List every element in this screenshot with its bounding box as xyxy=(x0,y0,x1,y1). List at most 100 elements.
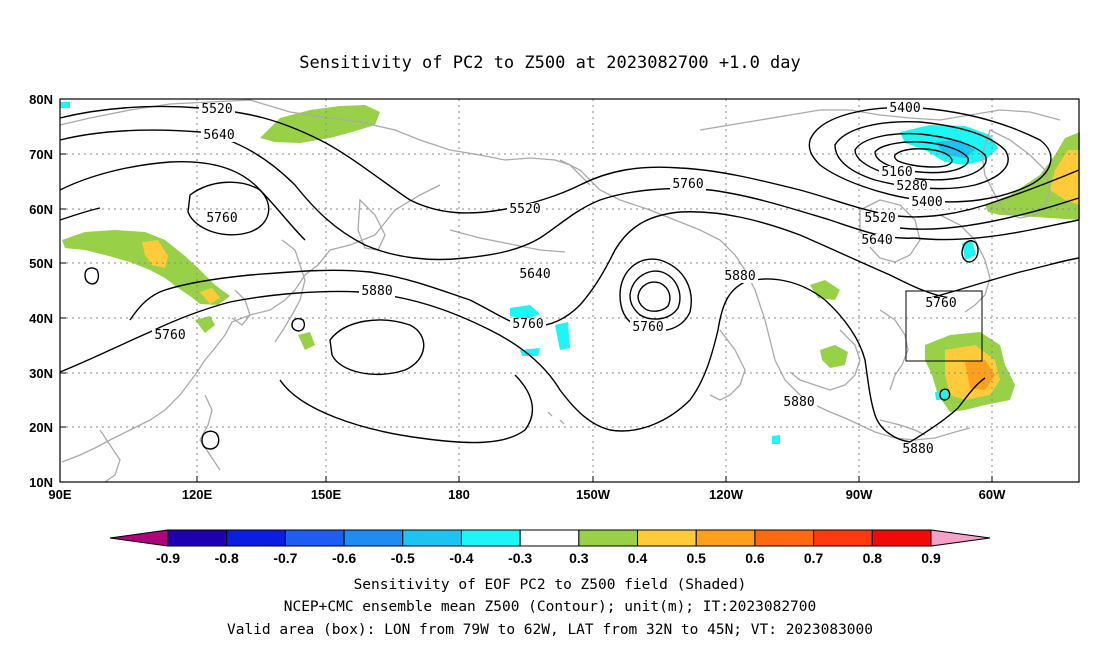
colorbar-label: -0.9 xyxy=(156,550,180,566)
coast-asia-east xyxy=(61,184,441,463)
coast-greenland xyxy=(981,129,1051,219)
coast-taiwan-phil xyxy=(199,394,221,471)
coast-labrador xyxy=(939,214,991,313)
colorbar-label: 0.9 xyxy=(921,550,941,566)
contour-label: 5760 xyxy=(925,296,956,311)
colorbar-swatch xyxy=(284,529,345,547)
contour-labrador-2 xyxy=(834,120,1009,190)
colorbar-label: 0.7 xyxy=(804,550,824,566)
colorbar-swatch xyxy=(167,529,228,547)
colorbar-swatch xyxy=(813,529,873,547)
contour-east-5 xyxy=(909,377,986,443)
contour-small-circle-3 xyxy=(201,430,220,450)
lon-label: 90W xyxy=(846,487,873,502)
colorbar-swatch xyxy=(871,529,932,547)
contour-5760-west xyxy=(59,207,951,327)
valid-area-box xyxy=(905,290,983,362)
colorbar-swatch xyxy=(460,529,521,547)
contour-small-circle-4 xyxy=(961,240,979,263)
colorbar-label: 0.6 xyxy=(745,550,765,566)
shade-positive-japan xyxy=(298,332,315,350)
longitude-labels: 90E 120E 150E 180 150W 120W 90W 60W xyxy=(48,487,1006,502)
lat-label: 10N xyxy=(29,475,53,490)
contour-east-2 xyxy=(899,197,1080,230)
lat-label: 30N xyxy=(29,366,53,381)
contour-labrador-5 xyxy=(893,148,953,168)
shade-positive-china xyxy=(62,230,230,305)
coastlines xyxy=(59,99,1061,483)
colorbar-label: -0.8 xyxy=(215,550,239,566)
contour-label: 5520 xyxy=(509,202,540,217)
contour-label-layer: 5520 5640 5760 5520 5760 5640 5760 5760 5880 5880… xyxy=(152,101,959,457)
map-frame xyxy=(59,98,1080,483)
contour-label-bg xyxy=(909,196,945,209)
colorbar-high-tip xyxy=(930,529,991,547)
shade-negative-mexico xyxy=(772,435,780,444)
coast-gulf xyxy=(789,329,861,391)
coast-baja xyxy=(709,329,746,401)
caption-line-2: NCEP+CMC ensemble mean Z500 (Contour); u… xyxy=(284,599,817,615)
contour-label-bg xyxy=(359,285,395,298)
contour-label: 5760 xyxy=(632,320,663,335)
contour-east-3 xyxy=(914,219,1080,241)
lon-label: 180 xyxy=(448,487,470,502)
contour-small-circle-1 xyxy=(84,267,100,285)
contour-5880-inner xyxy=(329,319,425,376)
colorbar-swatch xyxy=(343,529,404,547)
contour-label-bg xyxy=(722,270,758,283)
colorbar-label: -0.7 xyxy=(273,550,297,566)
map-panel: 5520 5640 5760 5520 5760 5640 5760 5760 5880 5880… xyxy=(29,92,1080,502)
shade-positive-korea xyxy=(195,316,215,333)
contour-label-bg xyxy=(152,329,188,342)
coast-florida-east xyxy=(879,309,909,391)
colorbar-label: -0.4 xyxy=(449,550,473,566)
colorbar-label: 0.8 xyxy=(863,550,883,566)
contour-small-circle-5 xyxy=(939,388,951,401)
contour-label-bg xyxy=(510,318,546,331)
colorbar-label: 0.4 xyxy=(628,550,648,566)
lat-label: 80N xyxy=(29,92,53,107)
contour-label: 5760 xyxy=(206,211,237,226)
graticule xyxy=(60,99,1079,482)
contour-label: 5880 xyxy=(361,284,392,299)
shade-negative-npac-3 xyxy=(520,348,540,356)
contour-labels: 5520 5640 5760 5520 5760 5640 5760 5760 5880 5880… xyxy=(152,101,959,457)
contour-label-bg xyxy=(879,166,915,179)
colorbar-label: -0.6 xyxy=(332,550,356,566)
axis-ticks xyxy=(59,98,993,483)
contour-label: 5520 xyxy=(201,102,232,117)
contour-label: 5880 xyxy=(783,395,814,410)
contour-5880 xyxy=(59,278,911,443)
caption-line-1: Sensitivity of EOF PC2 to Z500 field (Sh… xyxy=(354,577,747,593)
contour-label: 5520 xyxy=(864,211,895,226)
coast-indochina xyxy=(99,429,121,483)
contour-labrador-4 xyxy=(874,141,969,174)
colorbar: -0.9 -0.8 -0.7 -0.6 -0.5 -0.4 -0.3 0.3 0.4 0.5 0.6… xyxy=(109,529,991,566)
contour-5760-low xyxy=(187,181,270,236)
lon-label: 120W xyxy=(709,487,744,502)
shade-positive-siberia xyxy=(260,105,380,143)
figure-title: Sensitivity of PC2 to Z500 at 2023082700… xyxy=(299,53,801,73)
shade-darkorange-east-atlantic xyxy=(965,360,995,390)
contour-label: 5880 xyxy=(902,442,933,457)
lat-label: 20N xyxy=(29,420,53,435)
contour-5640 xyxy=(59,129,916,261)
lon-label: 90E xyxy=(48,487,71,502)
contour-label-bg xyxy=(781,396,817,409)
lat-label: 50N xyxy=(29,256,53,271)
colorbar-swatch xyxy=(695,529,756,547)
colorbar-swatch xyxy=(226,529,286,547)
contour-label-bg xyxy=(862,212,898,225)
contour-label-bg xyxy=(204,212,240,225)
contour-label: 5880 xyxy=(724,269,755,284)
colorbar-swatch xyxy=(402,529,462,547)
contour-label-bg xyxy=(199,103,235,116)
shade-negative-npac-1 xyxy=(510,305,540,320)
contour-label: 5400 xyxy=(911,195,942,210)
shade-orange-china xyxy=(142,240,168,268)
contour-label-bg xyxy=(887,102,923,115)
contour-label-bg xyxy=(201,129,237,142)
colorbar-swatch xyxy=(519,529,580,547)
contour-label: 5640 xyxy=(861,233,892,248)
